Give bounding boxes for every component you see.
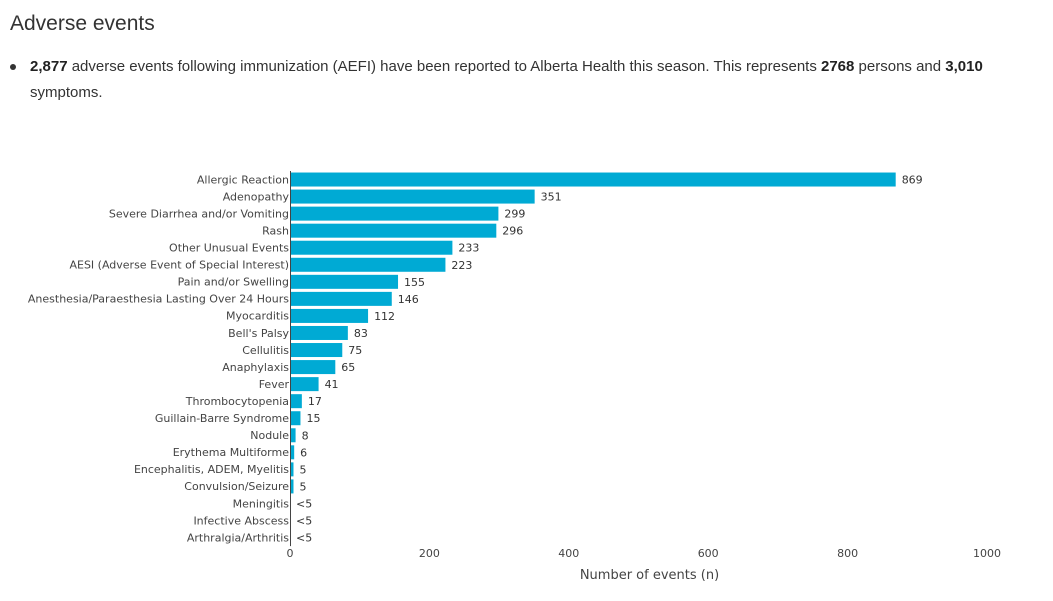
bar	[290, 462, 294, 477]
data-label: 8	[302, 429, 309, 442]
x-axis-title: Number of events (n)	[580, 568, 719, 583]
category-label: Adenopathy	[223, 190, 290, 203]
bar	[290, 308, 369, 323]
summary-text-3: symptoms.	[30, 84, 103, 101]
category-label: Convulsion/Seizure	[184, 480, 289, 493]
bar	[290, 189, 535, 204]
category-label: Rash	[262, 224, 289, 237]
bar	[290, 240, 453, 255]
data-label: 15	[306, 412, 320, 425]
summary-text-2: persons and	[854, 58, 946, 75]
category-label: Encephalitis, ADEM, Myelitis	[134, 463, 289, 476]
data-label: 223	[451, 259, 472, 272]
bar	[290, 411, 301, 426]
data-label: 146	[398, 293, 419, 306]
category-label: Nodule	[250, 429, 289, 442]
adverse-events-bar-chart: Allergic Reaction 869 Adenopathy 351 Severe …	[28, 171, 1001, 583]
data-label: 6	[300, 446, 307, 459]
category-label: Severe Diarrhea and/or Vomiting	[109, 207, 289, 220]
bar	[290, 360, 336, 375]
bar	[290, 445, 295, 460]
aefi-count: 2,877	[30, 58, 68, 75]
category-label: Thrombocytopenia	[185, 395, 289, 408]
x-tick-label: 400	[558, 547, 579, 560]
category-label: Erythema Multiforme	[173, 446, 290, 459]
bar	[290, 172, 896, 187]
bar	[290, 223, 497, 238]
data-label: 75	[348, 344, 362, 357]
data-label: 17	[308, 395, 322, 408]
category-label: Guillain-Barre Syndrome	[155, 412, 289, 425]
data-label: <5	[296, 532, 312, 545]
bar	[290, 428, 296, 443]
bar	[290, 325, 348, 340]
summary-item: 2,877 adverse events following immunizat…	[10, 54, 1040, 106]
category-label: Other Unusual Events	[169, 242, 289, 255]
category-label: Arthralgia/Arthritis	[187, 531, 289, 544]
category-label: Pain and/or Swelling	[178, 276, 289, 289]
bar	[290, 274, 399, 289]
category-label: Meningitis	[233, 497, 290, 510]
bar	[290, 479, 294, 494]
data-label: 351	[541, 191, 562, 204]
category-label: Bell's Palsy	[228, 327, 289, 340]
bullet-icon	[10, 64, 16, 70]
data-label: 41	[325, 378, 339, 391]
bar	[290, 257, 446, 272]
category-label: Fever	[259, 378, 290, 391]
x-tick-label: 600	[698, 547, 719, 560]
category-label: Cellulitis	[242, 344, 289, 357]
data-label: 5	[299, 463, 306, 476]
summary-text-1: adverse events following immunization (A…	[67, 58, 821, 75]
category-label: Allergic Reaction	[197, 173, 289, 186]
data-label: 299	[504, 208, 525, 221]
data-label: <5	[296, 497, 312, 510]
bar	[290, 377, 319, 392]
data-label: 65	[341, 361, 355, 374]
data-label: 296	[502, 225, 523, 238]
page-title: Adverse events	[10, 12, 155, 35]
category-label: Myocarditis	[226, 310, 289, 323]
data-label: 83	[354, 327, 368, 340]
persons-count: 2768	[821, 58, 855, 75]
category-label: Anesthesia/Paraesthesia Lasting Over 24 …	[28, 293, 289, 306]
summary-list: 2,877 adverse events following immunizat…	[10, 54, 1040, 106]
data-label: 155	[404, 276, 425, 289]
symptoms-count: 3,010	[945, 58, 983, 75]
data-label: <5	[296, 515, 312, 528]
x-tick-label: 200	[419, 547, 440, 560]
bar	[290, 394, 302, 409]
bar	[290, 291, 392, 306]
x-tick-label: 0	[287, 547, 294, 560]
x-tick-label: 1000	[973, 547, 1001, 560]
category-label: Infective Abscess	[193, 514, 289, 527]
bar	[290, 343, 343, 358]
data-label: 869	[902, 174, 923, 187]
data-label: 5	[299, 480, 306, 493]
data-label: 112	[374, 310, 395, 323]
bar	[290, 206, 499, 221]
data-label: 233	[458, 242, 479, 255]
x-tick-label: 800	[837, 547, 858, 560]
category-label: Anaphylaxis	[222, 361, 289, 374]
category-label: AESI (Adverse Event of Special Interest)	[69, 259, 289, 272]
